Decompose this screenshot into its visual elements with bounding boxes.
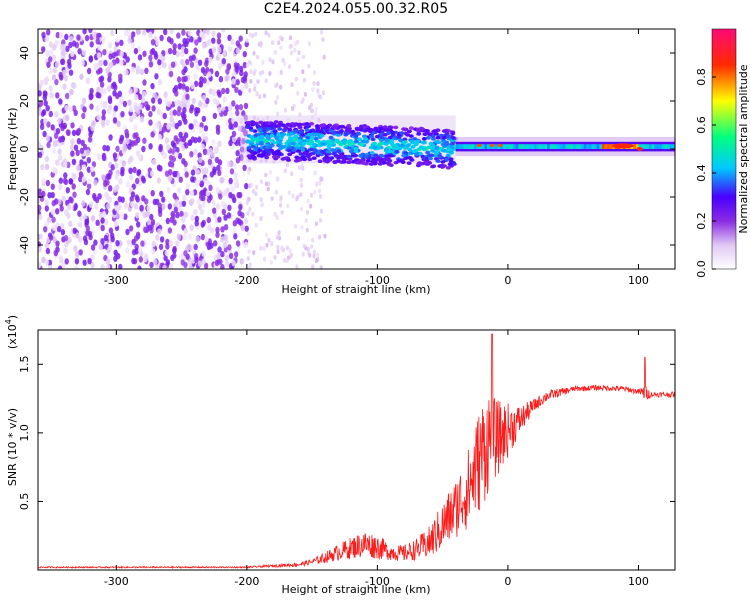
- x-tick-label: 0: [504, 575, 511, 588]
- colorbar: [712, 29, 736, 269]
- x-tick-label: -300: [104, 575, 129, 588]
- snr-plot-area: [38, 333, 675, 570]
- heatmap-region-broadband: [240, 115, 458, 170]
- y-tick-label: 0.5: [18, 493, 31, 511]
- top-ylabel: Frequency (Hz): [6, 108, 19, 191]
- y-tick-label: 0: [18, 146, 31, 153]
- spectrogram: [38, 29, 675, 269]
- colorbar-frame: [711, 28, 737, 270]
- x-tick-label: 0: [504, 274, 511, 287]
- top-xlabel: Height of straight line (km): [281, 283, 430, 296]
- svg-text:(x104): (x104): [4, 315, 19, 349]
- y-tick-label: 1.0: [18, 424, 31, 442]
- x-tick-label: 100: [628, 274, 649, 287]
- y-tick-label: 1.5: [18, 356, 31, 374]
- snr-series-line: [38, 333, 675, 570]
- x-tick-label: 100: [628, 575, 649, 588]
- colorbar-tick-label: 0.2: [695, 212, 708, 230]
- bottom-plot-frame: [37, 329, 676, 571]
- x-tick-label: -100: [365, 274, 390, 287]
- colorbar-label: Normalized spectral amplitude: [737, 64, 750, 233]
- y-tick-label: -20: [18, 188, 31, 206]
- colorbar-tick-label: 0.6: [695, 116, 708, 134]
- bottom-xlabel: Height of straight line (km): [281, 583, 430, 596]
- x-tick-label: -200: [234, 274, 259, 287]
- bottom-ylabel: SNR (10 * v/v): [6, 408, 19, 486]
- x-tick-label: -100: [365, 575, 390, 588]
- heatmap-region-noise: [38, 29, 327, 269]
- y-tick-label: 20: [18, 94, 31, 108]
- colorbar-ticks: 0.0 0.2 0.4 0.6 0.8: [695, 68, 716, 278]
- x-tick-label: -200: [234, 575, 259, 588]
- y-exponent-label: (x104): [4, 315, 19, 349]
- colorbar-tick-label: 0.8: [695, 68, 708, 86]
- chart-title: C2E4.2024.055.00.32.R05: [263, 1, 449, 17]
- colorbar-tick-label: 0.0: [695, 260, 708, 278]
- y-tick-label: -40: [18, 236, 31, 254]
- x-tick-label: -300: [104, 274, 129, 287]
- colorbar-tick-label: 0.4: [695, 164, 708, 182]
- bottom-axis-ticks: -300 -200 -100 0 100 0.5 1.0 1.5: [18, 330, 675, 588]
- heatmap-region-carrier: [455, 137, 675, 157]
- y-tick-label: 40: [18, 46, 31, 60]
